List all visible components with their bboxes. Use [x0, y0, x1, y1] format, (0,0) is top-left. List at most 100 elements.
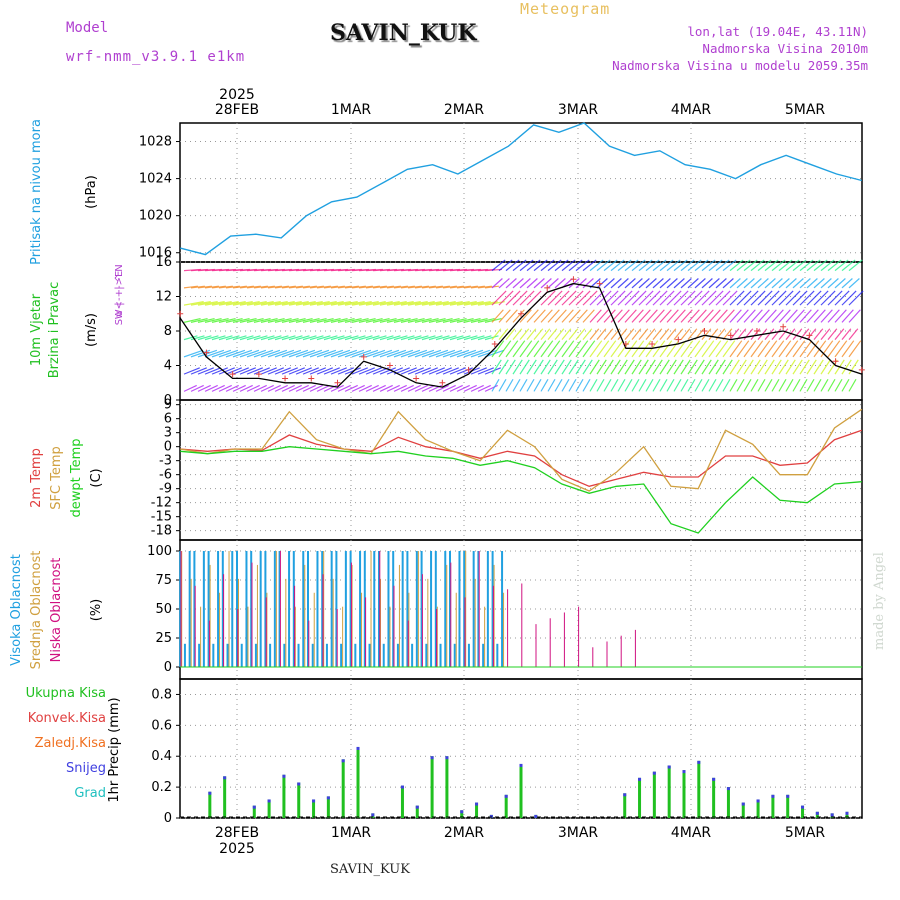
snow-bar-top — [430, 756, 434, 760]
wind-barb — [638, 359, 649, 375]
wind-barb — [533, 378, 542, 392]
y-tick-label: 6 — [164, 412, 172, 427]
wind-barb — [813, 290, 829, 306]
wind-barb — [610, 290, 626, 306]
wind-barb — [526, 378, 535, 392]
wind-barb — [204, 384, 218, 392]
wind-barb — [526, 290, 542, 306]
snow-bar-top — [267, 799, 271, 803]
wind-barb — [771, 340, 785, 358]
wind-barb — [715, 378, 724, 392]
wind-barb — [323, 349, 344, 358]
wind-barb — [386, 301, 407, 306]
wind-barb — [267, 335, 282, 341]
precip-legend-4: Grad — [74, 786, 106, 801]
wind-barb — [372, 384, 386, 392]
wind-barb — [211, 285, 226, 289]
wind-barb — [568, 359, 579, 375]
altitude-label: Nadmorska Visina 2010m — [702, 41, 868, 56]
wind-barb — [512, 359, 523, 375]
wind-speed-line — [179, 282, 863, 388]
wind-barb — [575, 278, 587, 289]
wind-barb — [708, 378, 717, 392]
wind-barb — [421, 301, 442, 306]
wind-barb — [729, 340, 743, 358]
footer-station: SAVIN_KUK — [330, 862, 410, 877]
wind-barb — [456, 285, 471, 289]
wind-barb — [701, 309, 714, 323]
wind-barb — [414, 317, 432, 323]
wind-barb — [792, 278, 804, 289]
wind-barb — [827, 340, 841, 358]
wind-barb — [295, 335, 310, 341]
wind-barb — [694, 309, 707, 323]
wind-barb — [351, 285, 366, 289]
snow-bar-top — [623, 793, 627, 797]
wind-barb — [519, 340, 533, 358]
y-tick-label: 1016 — [139, 246, 172, 261]
wind-barb — [589, 340, 603, 358]
wind-barb — [729, 278, 741, 289]
y-tick-label: 50 — [155, 602, 172, 617]
precip-bar — [815, 811, 819, 818]
wind-barb — [799, 290, 815, 306]
wind-barb — [834, 309, 847, 323]
gust-marker — [177, 310, 184, 317]
wind-barb — [582, 259, 597, 272]
wind-barb — [386, 285, 401, 289]
wind-barb — [673, 340, 687, 358]
wind-barb — [680, 278, 692, 289]
wind-barb — [449, 285, 464, 289]
wind-barb — [344, 335, 359, 341]
wind-barb — [638, 378, 647, 392]
y-tick-label: 0 — [164, 660, 172, 675]
wind-barb — [505, 278, 517, 289]
wind-panel: 0 4 8 12 16 — [155, 255, 865, 408]
wind-barb — [673, 290, 689, 306]
wind-barb — [666, 290, 682, 306]
wind-barb — [288, 367, 305, 375]
wind-barb — [848, 309, 861, 323]
wind-barb — [295, 285, 310, 289]
wind-barb — [533, 309, 546, 323]
wind-barb — [708, 259, 723, 272]
wind-barb — [316, 317, 334, 323]
wind-barb — [295, 349, 316, 358]
wind-barb — [274, 367, 291, 375]
wind-barb — [204, 317, 222, 323]
wind-barb — [267, 349, 288, 358]
wind-barb — [666, 340, 680, 358]
wind-barb — [323, 317, 341, 323]
y-tick-label: 16 — [155, 255, 172, 270]
time-tick-label-top: 4MAR — [671, 102, 712, 118]
time-tick-label-top: 3MAR — [558, 102, 599, 118]
wind-barb — [505, 359, 516, 375]
wind-barb — [204, 367, 221, 375]
wind-barb — [211, 335, 226, 341]
wind-barb — [435, 317, 453, 323]
wind-barb — [484, 384, 498, 392]
wind-barb — [596, 328, 607, 341]
wind-barb — [204, 301, 225, 306]
wind-barb — [652, 340, 666, 358]
snow-bar-top — [697, 760, 701, 764]
wind-barb — [449, 335, 464, 341]
wind-barb — [239, 317, 257, 323]
wind-barb — [589, 359, 600, 375]
precip-bar — [208, 791, 212, 818]
wind-barb — [498, 340, 512, 358]
wind-barb — [617, 340, 631, 358]
y-tick-label: 1028 — [139, 135, 172, 150]
wind-barb — [414, 349, 435, 358]
wind-barb — [722, 309, 735, 323]
wind-barb — [687, 278, 699, 289]
wind-barb — [330, 335, 345, 341]
wind-barb — [575, 309, 588, 323]
wind-barb — [750, 359, 761, 375]
wind-barb — [253, 335, 268, 341]
wind-barb — [750, 328, 761, 341]
wind-barb — [610, 378, 619, 392]
wind-barb — [407, 301, 428, 306]
wind-barb — [330, 285, 345, 289]
wind-barb — [512, 328, 523, 341]
